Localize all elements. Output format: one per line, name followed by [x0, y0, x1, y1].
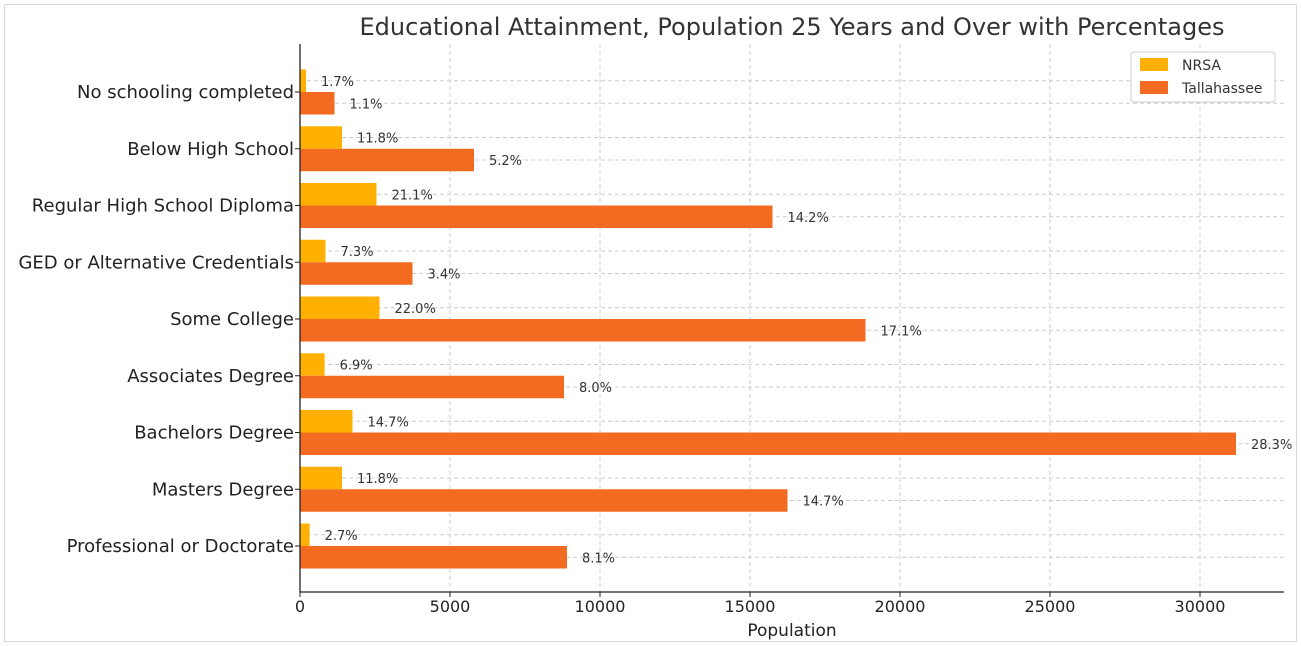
- legend-swatch-nrsa: [1140, 58, 1168, 71]
- bar-nrsa: [300, 126, 342, 149]
- axes: [299, 44, 1284, 593]
- bar-nrsa: [300, 239, 326, 263]
- category-label: Bachelors Degree: [134, 423, 294, 444]
- x-tick-labels: 0 5000 10000 15000 20000 25000 30000: [295, 592, 1226, 616]
- x-tick-label: 0: [295, 597, 305, 616]
- data-label-tallahassee: 5.2%: [489, 154, 522, 169]
- data-label-nrsa: 14.7%: [368, 415, 409, 430]
- category-label: Some College: [170, 309, 294, 330]
- x-tick-label: 30000: [1175, 597, 1226, 616]
- data-label-tallahassee: 28.3%: [1251, 438, 1292, 453]
- category-label: Associates Degree: [127, 366, 294, 387]
- bar-nrsa: [300, 69, 306, 92]
- bar-nrsa: [300, 183, 377, 206]
- bar-tallahassee: [300, 205, 773, 228]
- bar-tallahassee: [300, 148, 474, 172]
- category-label: Below High School: [127, 139, 294, 160]
- chart-frame: [4, 4, 1297, 642]
- data-label-nrsa: 11.8%: [357, 132, 398, 147]
- bar-nrsa: [300, 410, 353, 433]
- category-label: Professional or Doctorate: [67, 536, 294, 557]
- legend-swatch-tallahassee: [1140, 81, 1168, 94]
- data-label-tallahassee: 17.1%: [881, 324, 922, 339]
- data-label-nrsa: 7.3%: [341, 245, 374, 260]
- legend-label-nrsa: NRSA: [1182, 58, 1221, 74]
- bar-tallahassee: [300, 432, 1236, 455]
- category-label: GED or Alternative Credentials: [18, 252, 294, 273]
- data-label-tallahassee: 14.7%: [803, 495, 844, 510]
- data-label-nrsa: 21.1%: [392, 188, 433, 203]
- bar-tallahassee: [300, 262, 413, 285]
- bar-tallahassee: [300, 546, 567, 569]
- x-axis-label: Population: [747, 621, 836, 641]
- data-label-tallahassee: 1.1%: [350, 97, 383, 112]
- data-label-tallahassee: 8.1%: [582, 551, 615, 566]
- data-label-nrsa: 22.0%: [395, 302, 436, 317]
- bar-tallahassee: [300, 92, 335, 115]
- x-tick-label: 25000: [1025, 597, 1076, 616]
- x-tick-label: 20000: [875, 597, 926, 616]
- category-label: No schooling completed: [77, 82, 294, 103]
- bar-nrsa: [300, 523, 310, 546]
- bars: 1.7% 1.1% 11.8% 5.2% 21.1% 14.2% 7.3% 3.4% 22.0%…: [300, 69, 1292, 569]
- category-label: Regular High School Diploma: [32, 196, 294, 217]
- data-label-nrsa: 2.7%: [325, 529, 358, 544]
- x-tick-label: 15000: [725, 597, 776, 616]
- data-label-tallahassee: 3.4%: [428, 268, 461, 283]
- data-label-nrsa: 11.8%: [357, 472, 398, 487]
- data-label-nrsa: 6.9%: [340, 359, 373, 374]
- chart-title: Educational Attainment, Population 25 Ye…: [360, 13, 1225, 41]
- legend-label-tallahassee: Tallahassee: [1181, 81, 1262, 97]
- data-label-nrsa: 1.7%: [321, 75, 354, 90]
- data-label-tallahassee: 14.2%: [788, 211, 829, 226]
- category-label: Masters Degree: [152, 479, 294, 500]
- bar-tallahassee: [300, 375, 564, 399]
- category-labels: No schooling completed Below High School R…: [18, 82, 300, 557]
- x-tick-label: 5000: [430, 597, 471, 616]
- x-tick-label: 10000: [575, 597, 626, 616]
- bar-nrsa: [300, 466, 342, 490]
- bar-nrsa: [300, 353, 325, 376]
- legend: NRSA Tallahassee: [1130, 51, 1276, 103]
- bar-tallahassee: [300, 489, 788, 512]
- bar-nrsa: [300, 296, 380, 319]
- bar-tallahassee: [300, 319, 866, 342]
- data-label-tallahassee: 8.0%: [579, 381, 612, 396]
